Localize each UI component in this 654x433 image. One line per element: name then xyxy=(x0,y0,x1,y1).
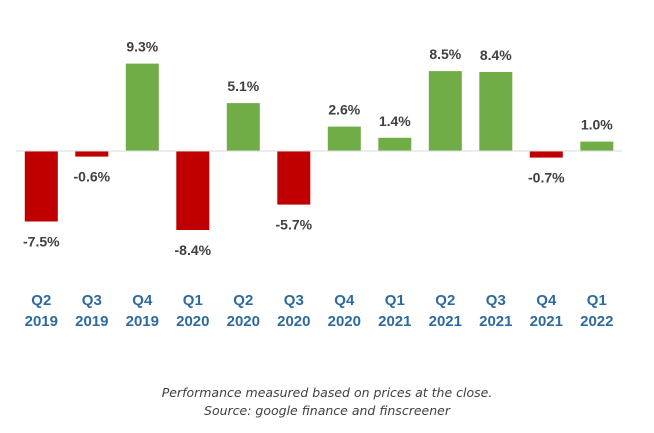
bar xyxy=(24,151,58,222)
x-tick-label: Q4 xyxy=(334,292,355,309)
bar xyxy=(277,151,311,205)
data-label: 8.5% xyxy=(429,46,461,62)
bar xyxy=(479,72,513,151)
x-tick-label: Q4 xyxy=(536,292,557,309)
bar xyxy=(580,141,614,151)
x-tick-label: 2021 xyxy=(429,313,462,330)
bars-group xyxy=(24,63,614,230)
x-tick-label: 2021 xyxy=(479,313,512,330)
x-tick-labels-group: Q2 2019 Q3 2019 Q4 2019 Q1 2020 Q2 2020 Q3 2020 Q4 20… xyxy=(25,292,614,330)
x-tick-label: 2019 xyxy=(126,313,159,330)
x-tick-label: Q4 xyxy=(132,292,153,309)
bar xyxy=(378,137,412,151)
data-label: -7.5% xyxy=(23,234,60,250)
value-labels-group: -7.5% -0.6% 9.3% -8.4% 5.1% -5.7% 2.6% 1.4% 8.5%… xyxy=(23,39,613,258)
x-tick-label: Q1 xyxy=(385,292,405,309)
footnote-source: Source: google finance and finscreener xyxy=(204,403,450,418)
x-tick-label: 2020 xyxy=(176,313,209,330)
x-tick-label: 2022 xyxy=(580,313,613,330)
bar xyxy=(327,126,361,151)
data-label: 8.4% xyxy=(480,47,512,63)
data-label: 1.4% xyxy=(379,113,411,129)
x-tick-label: Q3 xyxy=(82,292,102,309)
x-tick-label: 2019 xyxy=(75,313,108,330)
data-label: -8.4% xyxy=(175,242,212,258)
x-tick-label: Q2 xyxy=(31,292,51,309)
data-label: 9.3% xyxy=(126,39,158,55)
data-label: -0.6% xyxy=(74,169,111,185)
data-label: -5.7% xyxy=(276,217,313,233)
x-tick-label: Q2 xyxy=(435,292,455,309)
bar xyxy=(226,103,260,151)
x-tick-label: Q1 xyxy=(587,292,607,309)
x-tick-label: Q2 xyxy=(233,292,253,309)
x-tick-label: Q3 xyxy=(486,292,506,309)
x-tick-label: 2021 xyxy=(530,313,563,330)
x-tick-label: 2020 xyxy=(227,313,260,330)
x-tick-label: Q1 xyxy=(183,292,203,309)
data-label: 5.1% xyxy=(227,78,259,94)
x-tick-label: 2020 xyxy=(277,313,310,330)
footnote-method: Performance measured based on prices at … xyxy=(161,385,493,400)
bar xyxy=(529,151,563,158)
bar xyxy=(176,151,210,230)
x-tick-label: 2020 xyxy=(328,313,361,330)
x-tick-label: 2019 xyxy=(25,313,58,330)
bar xyxy=(428,71,462,151)
x-tick-label: 2021 xyxy=(378,313,411,330)
bar xyxy=(125,63,159,151)
bar xyxy=(75,151,109,157)
data-label: 1.0% xyxy=(581,117,613,133)
data-label: -0.7% xyxy=(528,170,565,186)
data-label: 2.6% xyxy=(328,102,360,118)
x-tick-label: Q3 xyxy=(284,292,304,309)
